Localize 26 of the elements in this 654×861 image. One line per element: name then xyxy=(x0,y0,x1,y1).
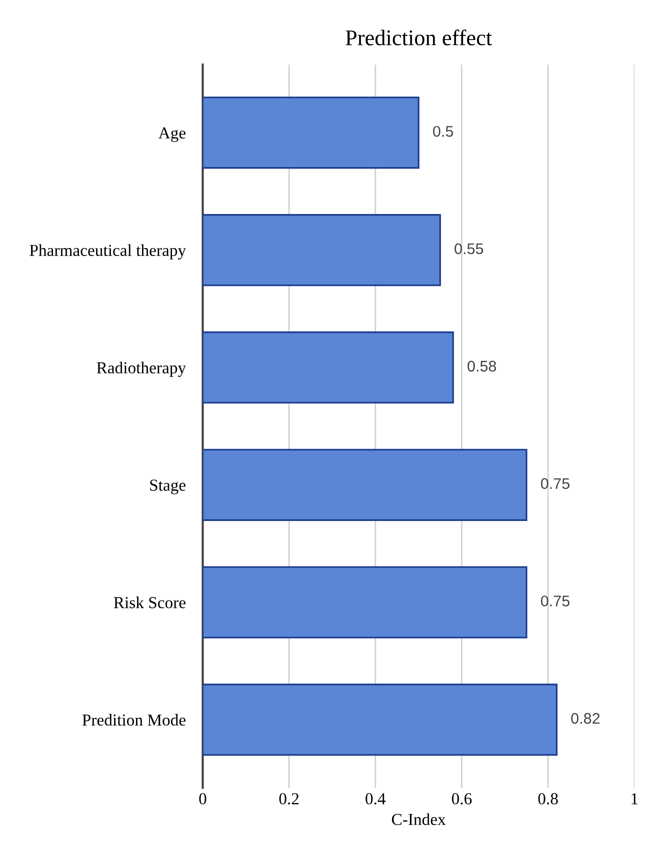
data-label: 0.75 xyxy=(540,596,570,606)
bar xyxy=(202,214,441,286)
bar xyxy=(202,566,528,638)
bar xyxy=(202,684,558,756)
x-tick-label: 0.8 xyxy=(538,793,558,804)
x-axis-title: C-Index xyxy=(392,813,446,826)
y-tick-label: Pharmaceutical therapy xyxy=(30,244,186,260)
data-label: 0.55 xyxy=(454,243,484,254)
y-tick-label: Radiotherapy xyxy=(96,362,186,377)
x-tick-label: 1 xyxy=(632,793,638,804)
data-label: 0.75 xyxy=(540,478,570,489)
bar xyxy=(202,448,528,521)
x-tick-label: 0 xyxy=(199,793,206,804)
data-label: 0.82 xyxy=(571,713,600,724)
y-tick-label: Stage xyxy=(150,480,186,494)
chart-title: Prediction effect xyxy=(346,29,492,46)
y-tick-label: Predition Mode xyxy=(82,714,186,726)
y-tick-label: Age xyxy=(158,127,186,142)
data-label: 0.58 xyxy=(468,360,496,372)
bar xyxy=(202,96,420,169)
x-tick-label: 0.4 xyxy=(366,793,386,804)
y-tick-label: Risk Score xyxy=(114,596,186,608)
x-tick-label: 0.2 xyxy=(279,793,299,804)
bar xyxy=(202,331,454,404)
x-tick-label: 0.6 xyxy=(452,793,472,804)
data-label: 0.5 xyxy=(433,126,454,137)
